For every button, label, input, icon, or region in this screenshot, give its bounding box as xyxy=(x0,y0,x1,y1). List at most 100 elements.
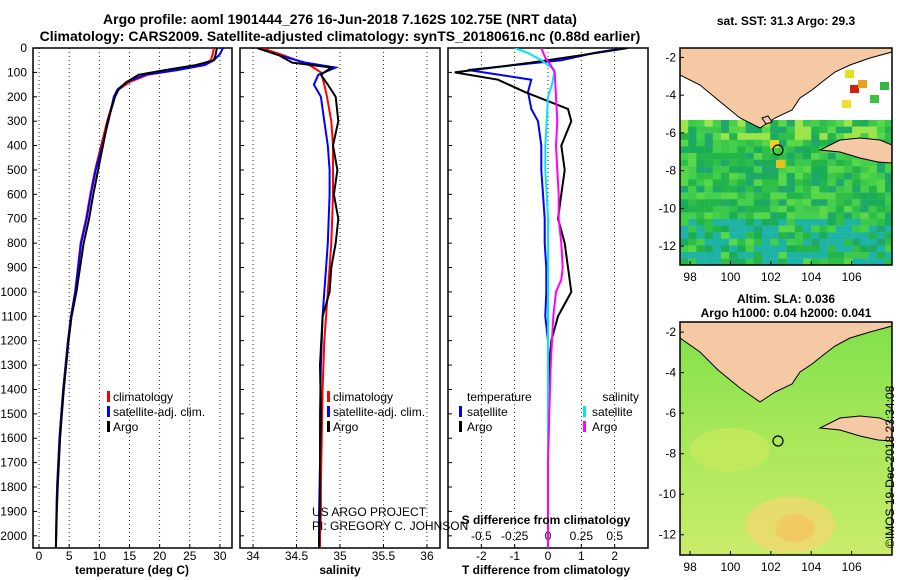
series-line-salinity-argo xyxy=(540,48,564,548)
sst-cell xyxy=(827,186,836,193)
sst-cell xyxy=(844,238,853,246)
sst-cell xyxy=(794,159,804,167)
panel-series-group xyxy=(54,48,224,548)
depth-tick-label: 1200 xyxy=(0,334,27,348)
x-axes: 0 5 10 15 20 25 30 34 34.5 35 35.5 36 -2 -1 0 1 2 -0.5 -0.… xyxy=(36,529,624,563)
sst-warm-cell xyxy=(845,70,854,78)
sst-cell xyxy=(786,179,795,187)
sla-map-frame xyxy=(679,321,893,556)
sst-cell xyxy=(696,153,705,160)
sst-cell xyxy=(745,166,754,173)
sst-warm-cell xyxy=(842,100,851,108)
sst-cell xyxy=(770,238,779,246)
sst-cell xyxy=(803,192,812,200)
sst-cell xyxy=(819,172,828,180)
sst-cell xyxy=(688,205,697,213)
sst-cell xyxy=(860,245,869,253)
sst-cell xyxy=(737,126,746,134)
sst-cell xyxy=(680,212,689,220)
sst-cell xyxy=(819,139,828,147)
depth-tick-label: 400 xyxy=(7,139,27,153)
sst-cell xyxy=(762,199,771,206)
sst-cell xyxy=(803,179,812,187)
sst-cell xyxy=(680,192,689,200)
sst-cell xyxy=(860,252,869,259)
sst-cell xyxy=(712,146,722,154)
sst-cell xyxy=(860,219,869,226)
sst-cell xyxy=(786,258,795,265)
sst-cell xyxy=(811,139,820,147)
sst-cell xyxy=(762,139,771,147)
sst-cell xyxy=(680,120,689,127)
sst-cell xyxy=(704,192,713,200)
sst-cell xyxy=(688,126,697,134)
sst-cell xyxy=(729,192,738,200)
sst-cell xyxy=(721,146,730,154)
x-tick-label: 34 xyxy=(246,549,260,563)
sst-cell xyxy=(786,139,795,147)
map-x-tick-label: 100 xyxy=(720,270,740,284)
sst-cell xyxy=(770,199,779,206)
sst-cell xyxy=(844,225,853,233)
sst-cell xyxy=(794,258,804,265)
sst-cell xyxy=(688,146,697,154)
sst-cell xyxy=(712,205,722,213)
sst-cell xyxy=(852,258,861,265)
sst-cell xyxy=(852,126,861,134)
legend-satellite-adj: satellite-adj. clim. xyxy=(333,405,425,419)
sst-cell xyxy=(704,179,713,187)
map-y-tick-label: -6 xyxy=(665,126,676,140)
sst-cell xyxy=(786,205,795,213)
legend-temperature-title: temperature xyxy=(467,390,532,404)
sst-cell xyxy=(737,245,746,253)
difference-legend: temperature satellite Argo salinity sate… xyxy=(459,390,639,434)
sst-cell xyxy=(778,245,787,253)
sst-cell xyxy=(696,139,705,147)
sst-cell xyxy=(794,126,804,134)
sst-cell xyxy=(860,166,869,173)
depth-tick-label: 1100 xyxy=(1,309,27,323)
sst-cell xyxy=(712,232,722,239)
sst-cell xyxy=(729,133,738,140)
sst-cell xyxy=(811,186,820,193)
x-tick-label: 34.5 xyxy=(285,549,309,563)
sst-cell xyxy=(737,153,746,160)
sst-cell xyxy=(868,172,877,180)
sst-cell xyxy=(819,166,828,173)
sst-cell xyxy=(762,146,771,154)
sst-warm-cell xyxy=(858,80,867,88)
sst-cell xyxy=(811,212,820,220)
sst-cell xyxy=(745,212,754,220)
sst-cell xyxy=(860,186,869,193)
sst-cell xyxy=(770,172,779,180)
sst-cell xyxy=(721,120,730,127)
sst-cell xyxy=(860,238,869,246)
sst-cell xyxy=(835,159,845,167)
figure-title-line2: Climatology: CARS2009. Satellite-adjuste… xyxy=(40,28,641,44)
sst-cell xyxy=(778,153,787,160)
sst-cell xyxy=(876,225,886,233)
sst-cell xyxy=(860,120,869,127)
x-tick-label: 35.5 xyxy=(372,549,396,563)
sst-cell xyxy=(876,258,886,265)
sla-map-axes: 98 100 102 104 106 -2 -4 -6 -8 -10 -12 xyxy=(659,325,862,574)
sst-cell xyxy=(704,225,713,233)
series-line-satellite-adj-clim- xyxy=(54,48,224,548)
sst-cell xyxy=(737,179,746,187)
s-difference-axis-label: S difference from climatology xyxy=(462,513,631,527)
sst-cell xyxy=(737,172,746,180)
sst-cell xyxy=(819,153,828,160)
sst-cell xyxy=(819,120,828,127)
sst-cell xyxy=(704,166,713,173)
sst-cell xyxy=(827,139,836,147)
sst-map xyxy=(680,48,892,265)
sst-cell xyxy=(712,126,722,134)
sst-cell xyxy=(786,252,795,259)
sst-cell xyxy=(835,186,845,193)
temperature-axis-label: temperature (deg C) xyxy=(75,563,189,577)
sst-cell xyxy=(835,205,845,213)
sst-cell xyxy=(721,258,730,265)
s-diff-tick-label: -0.25 xyxy=(501,529,529,543)
sst-cell xyxy=(852,120,861,127)
